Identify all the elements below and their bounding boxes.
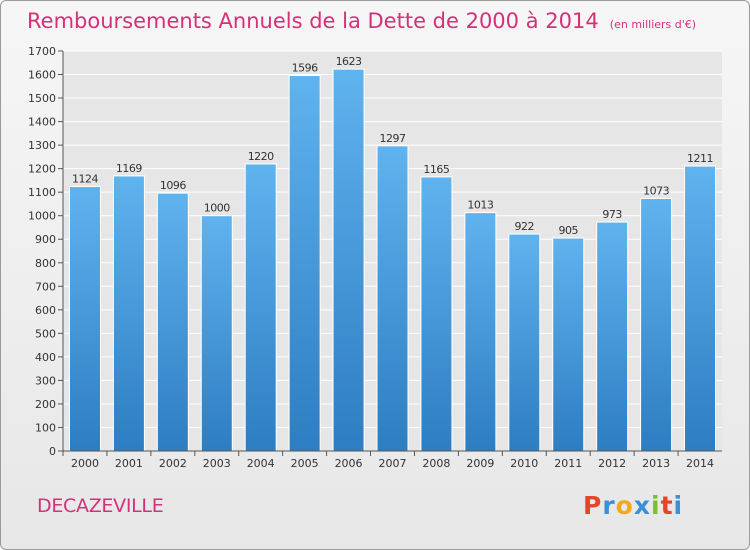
data-label: 1073 <box>643 185 669 198</box>
data-label: 1596 <box>292 61 318 74</box>
y-tick-label: 200 <box>35 398 56 411</box>
y-tick-label: 1700 <box>28 45 56 58</box>
title-row: Remboursements Annuels de la Dette de 20… <box>27 9 696 33</box>
logo-letter: r <box>602 491 616 520</box>
y-tick-label: 1400 <box>28 116 56 129</box>
data-label: 1211 <box>687 152 713 165</box>
data-label: 1623 <box>336 55 362 68</box>
x-tick-label: 2003 <box>203 457 231 470</box>
data-label: 973 <box>602 208 622 221</box>
chart-title: Remboursements Annuels de la Dette de 20… <box>27 9 599 33</box>
x-tick-label: 2012 <box>598 457 626 470</box>
bar-2005 <box>288 74 321 452</box>
bar-2013 <box>640 198 673 452</box>
bar-2002 <box>156 192 189 452</box>
x-tick-label: 2013 <box>642 457 670 470</box>
data-label: 1169 <box>116 162 142 175</box>
y-tick-label: 1100 <box>28 186 56 199</box>
y-tick-label: 300 <box>35 374 56 387</box>
data-labels: 1124 1169 1096 1000 1220 1596 1623 1297 1165 1013… <box>72 55 714 237</box>
y-tick-label: 1200 <box>28 163 56 176</box>
x-tick-label: 2001 <box>115 457 143 470</box>
y-tick-label: 1500 <box>28 92 56 105</box>
x-tick-label: 2000 <box>71 457 99 470</box>
x-tick-label: 2010 <box>510 457 538 470</box>
x-tick-label: 2008 <box>422 457 450 470</box>
x-tick-label: 2009 <box>466 457 494 470</box>
x-tick-label: 2004 <box>247 457 275 470</box>
data-label: 1124 <box>72 173 98 186</box>
bar-2008 <box>420 176 453 452</box>
y-tick-label: 800 <box>35 257 56 270</box>
x-tick-label: 2005 <box>291 457 319 470</box>
bars <box>68 68 717 452</box>
x-tick-label: 2006 <box>335 457 363 470</box>
logo-letter: i <box>673 491 684 520</box>
data-label: 1220 <box>248 150 274 163</box>
y-tick-label: 400 <box>35 351 56 364</box>
bar-2010 <box>508 233 541 452</box>
data-label: 905 <box>558 224 578 237</box>
bar-2006 <box>332 68 365 452</box>
bar-2000 <box>68 186 101 452</box>
x-tick-label: 2007 <box>379 457 407 470</box>
data-label: 1000 <box>204 202 230 215</box>
proxiti-logo: Proxiti <box>583 491 683 520</box>
y-tick-label: 700 <box>35 280 56 293</box>
logo-letter: P <box>583 491 603 520</box>
chart-subtitle: (en milliers d'€) <box>609 18 697 31</box>
logo-letter: t <box>660 491 674 520</box>
x-tick-label: 2011 <box>554 457 582 470</box>
logo-letter: o <box>615 491 634 520</box>
bar-2004 <box>244 163 277 452</box>
y-tick-label: 900 <box>35 233 56 246</box>
y-tick-label: 0 <box>49 445 56 458</box>
data-label: 1165 <box>423 163 449 176</box>
bar-2007 <box>376 145 409 452</box>
y-tick-label: 600 <box>35 304 56 317</box>
x-tick-label: 2002 <box>159 457 187 470</box>
bar-2001 <box>112 175 145 452</box>
axes: 0 100 200 300 400 500 600 700 800 900 1000 1100 1200… <box>28 45 722 470</box>
y-tick-label: 500 <box>35 327 56 340</box>
commune-name: DECAZEVILLE <box>37 495 164 517</box>
y-tick-label: 1300 <box>28 139 56 152</box>
x-tick-label: 2014 <box>686 457 714 470</box>
data-label: 1297 <box>380 132 406 145</box>
y-tick-label: 100 <box>35 421 56 434</box>
bar-2014 <box>684 165 717 452</box>
logo-letter: i <box>651 491 661 520</box>
y-tick-label: 1600 <box>28 69 56 82</box>
logo-letter: x <box>633 491 651 520</box>
data-label: 1013 <box>467 199 493 212</box>
bar-2011 <box>552 237 585 452</box>
bar-2009 <box>464 212 497 452</box>
data-label: 1096 <box>160 179 186 192</box>
y-tick-label: 1000 <box>28 210 56 223</box>
bar-2012 <box>596 221 629 452</box>
bar-2003 <box>200 215 233 452</box>
data-label: 922 <box>515 220 535 233</box>
